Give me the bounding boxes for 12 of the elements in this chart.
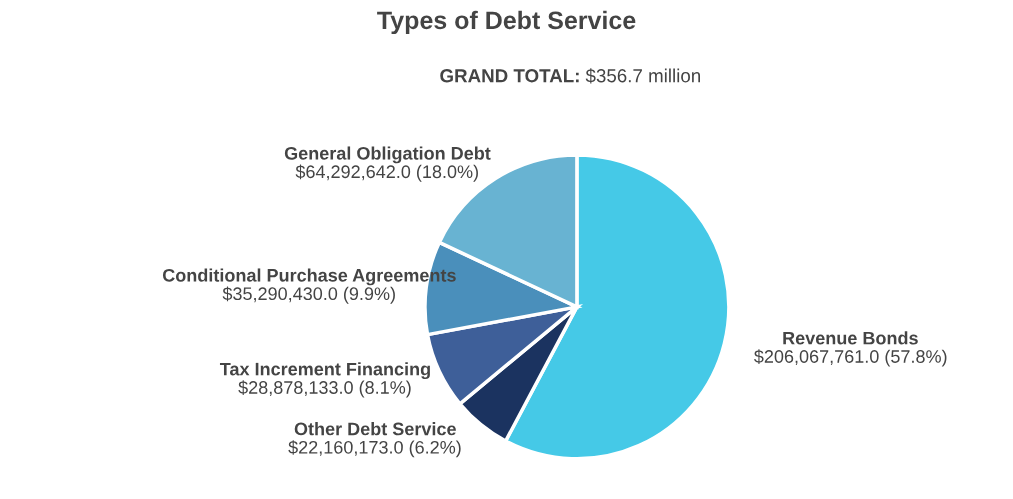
slice-label: Other Debt Service: [294, 422, 456, 436]
slice-label: Revenue Bonds: [783, 331, 918, 345]
data-label: $28,878,133.0 (8.1%): [238, 380, 411, 398]
text: $356.7 million: [585, 68, 700, 84]
data-label: $22,160,173.0 (6.2%): [288, 440, 461, 458]
text: GRAND TOTAL:: [440, 69, 579, 83]
slice-label: General Obligation Debt: [284, 146, 491, 164]
chart-title: Types of Debt Service: [377, 10, 636, 35]
slice-label: Tax Increment Financing: [219, 362, 430, 380]
data-label: $64,292,642.0 (18.0%): [295, 164, 478, 182]
data-label: $35,290,430.0 (9.9%): [222, 286, 395, 304]
data-label: $206,067,761.0 (57.8%): [754, 349, 947, 367]
